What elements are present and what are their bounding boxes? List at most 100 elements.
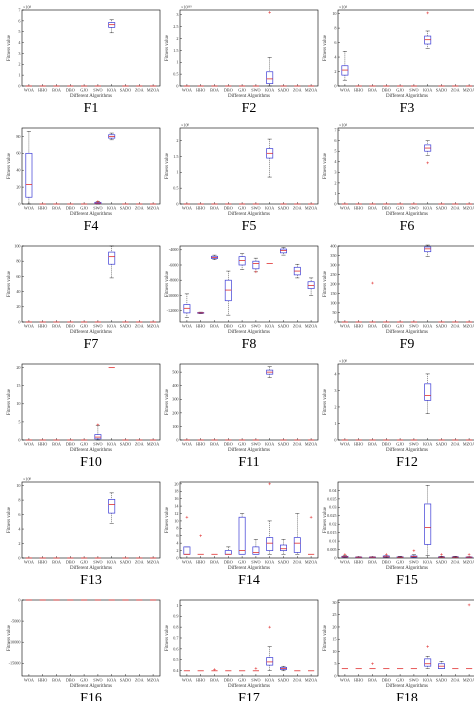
x-tick-label: SADO [278,678,289,683]
y-tick-label: -10000 [167,293,179,298]
y-tick-label: 0.9 [173,614,178,619]
y-tick-label: 3 [334,170,336,175]
y-tick-label: 5 [18,419,20,424]
x-tick-label: BOA [52,442,61,447]
chart-f5: 0 0.5 1 1.5 2 ×10⁸ Fitness value WOA HHO BOA DBO GJ… [165,123,319,234]
box-boa [211,254,218,260]
chart-f15: 0 0.005 0.01 0.015 0.02 0.025 0.03 0.035 0.04 Fit… [323,481,474,588]
box-boa [211,668,218,672]
y-tick-label: 20 [16,365,20,370]
x-tick-label: ZOA [451,442,460,447]
y-tick-label: -4000 [169,247,179,252]
x-tick-label: ZOA [293,678,302,683]
x-tick-label: MZOA [147,560,159,565]
x-tick-label: KOA [423,560,432,565]
outlier-point [96,423,100,427]
y-tick-label: 1.5 [173,48,178,53]
outlier-point [199,534,202,538]
x-tick-label: SADO [436,560,447,565]
y-tick-label: 1 [334,191,336,196]
iqr-box [25,152,33,198]
x-axis-label: Different Algorithms [70,684,112,689]
y-tick-label: 0 [18,597,20,602]
x-tick-label: SWO [251,560,260,565]
y-tick-label: 100 [172,424,178,429]
chart-title: F8 [242,337,257,352]
x-tick-label: WOA [340,324,350,329]
x-tick-label: BOA [52,88,61,93]
x-tick-label: BOA [210,442,219,447]
x-axis-label: Different Algorithms [386,94,428,99]
x-tick-label: KOA [423,324,432,329]
x-tick-label: GJO [238,324,246,329]
y-tick-label: 0.5 [173,657,178,662]
y-tick-label: 4 [334,54,337,59]
x-tick-label: WOA [182,88,192,93]
y-tick-label: 500 [172,370,178,375]
y-tick-label: 0.6 [173,646,178,651]
x-tick-label: ZOA [451,560,460,565]
y-exponent-label: ×10⁴ [339,5,348,10]
box-zoa [451,556,459,558]
chart-f6: 0 1 2 3 4 5 6 7×10⁴ Fitness value WOA HHO BOA DBO GJO… [323,123,474,234]
box-woa [25,131,33,205]
plot-frame [21,245,161,323]
y-tick-label: 0 [176,201,178,206]
x-axis-label: Different Algorithms [386,330,428,335]
x-tick-label: SWO [251,206,260,211]
x-tick-label: HHO [38,560,47,565]
x-tick-label: HHO [196,206,205,211]
y-tick-label: 50 [332,310,336,315]
y-tick-label: 0 [334,83,336,88]
x-tick-label: ZOA [135,442,144,447]
x-tick-label: GJO [238,560,246,565]
y-tick-label: 8 [334,25,336,30]
x-tick-label: MZOA [147,88,159,93]
x-tick-label: SADO [436,442,447,447]
x-tick-label: ZOA [451,324,460,329]
outlier-point [268,482,271,486]
box-boa [369,662,376,670]
y-tick-label: 4 [334,159,337,164]
iqr-box [424,246,432,253]
x-tick-label: ZOA [293,206,302,211]
x-tick-label: MZOA [147,678,159,683]
x-tick-label: SWO [93,678,102,683]
x-tick-label: SWO [93,88,102,93]
x-tick-label: MZOA [147,442,159,447]
x-tick-label: KOA [265,560,274,565]
plot-frame [179,599,319,677]
chart-f16: -15000 -10000 -5000 0 Fitness value WOA HHO BOA… [7,597,161,701]
x-tick-label: GJO [396,442,404,447]
x-tick-label: GJO [238,678,246,683]
y-tick-label: 10 [16,483,20,488]
x-tick-label: WOA [24,442,34,447]
iqr-box [108,251,116,265]
y-tick-label: 40 [16,168,20,173]
x-tick-label: HHO [196,88,205,93]
y-tick-label: 1.5 [173,154,178,159]
y-axis-label: Fitness value [323,624,328,651]
y-tick-label: 0 [334,319,336,324]
box-dbo [382,553,390,558]
box-mzoa [307,277,315,296]
x-tick-label: MZOA [147,324,159,329]
x-tick-label: KOA [423,206,432,211]
box-mzoa [465,603,473,670]
box-swo [252,539,260,555]
y-tick-label: 0.015 [327,530,336,535]
box-gjo [238,253,246,270]
x-axis-label: Different Algorithms [228,448,270,453]
outlier-point [426,161,429,165]
y-tick-label: 40 [16,289,20,294]
iqr-box [424,658,432,667]
iqr-box [224,550,232,555]
y-tick-label: 4 [18,40,21,45]
x-tick-label: WOA [24,324,34,329]
y-tick-label: 30 [332,600,336,605]
x-tick-label: BOA [368,324,377,329]
y-tick-label: 2 [334,404,336,409]
x-tick-label: SADO [120,88,131,93]
y-axis-label: Fitness value [7,388,12,415]
